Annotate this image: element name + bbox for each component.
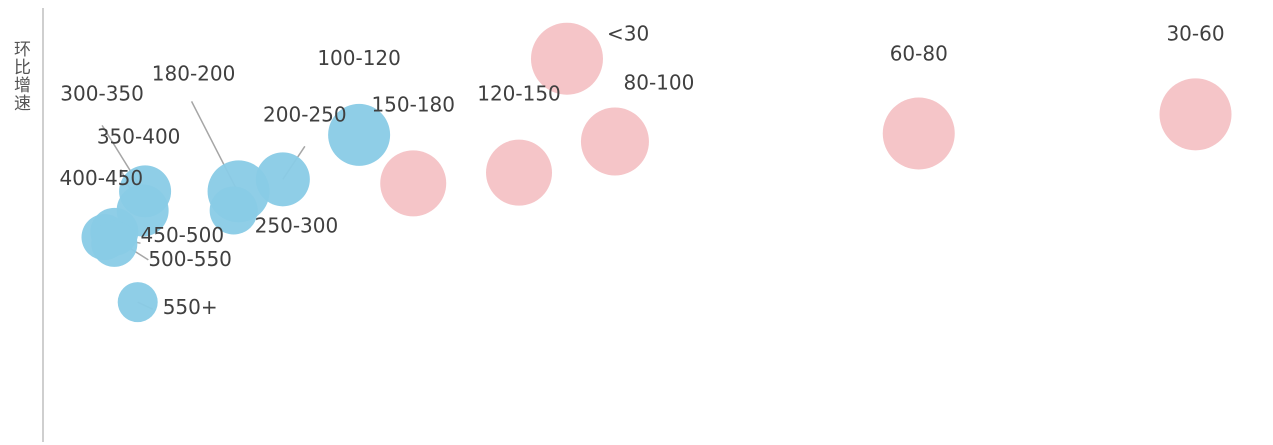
bubble-60-80	[882, 97, 955, 170]
bubble-labels: <30 30-60 60-80 80-100 100-120 120-150 150-180…	[60, 21, 1225, 319]
bubble-30-60	[1159, 78, 1232, 151]
bubble-label-450-500: 450-500	[141, 223, 225, 247]
bubble-150-180	[380, 150, 447, 217]
bubble-500-550	[91, 220, 138, 267]
bubbles	[81, 22, 1232, 323]
bubble-label-500-550: 500-550	[148, 247, 232, 271]
bubble-label-200-250: 200-250	[263, 102, 347, 126]
bubble-label-30-60: 30-60	[1166, 21, 1224, 45]
bubble-250-300	[209, 186, 258, 235]
bubble-550plus	[117, 282, 158, 323]
bubble-label-60-80: 60-80	[890, 42, 948, 66]
bubble-label-lt30: <30	[607, 22, 649, 46]
bubble-label-350-400: 350-400	[97, 124, 181, 148]
bubble-label-80-100: 80-100	[624, 71, 695, 95]
bubble-label-180-200: 180-200	[152, 61, 236, 85]
bubble-label-550plus: 550+	[163, 295, 218, 319]
bubble-120-150	[486, 139, 553, 206]
bubble-80-100	[580, 107, 649, 176]
bubble-label-120-150: 120-150	[477, 82, 561, 106]
bubble-label-300-350: 300-350	[60, 81, 144, 105]
y-axis-title: 环比增速	[10, 40, 30, 112]
bubble-label-150-180: 150-180	[371, 92, 455, 116]
bubble-label-400-450: 400-450	[60, 166, 144, 190]
bubble-200-250	[255, 152, 310, 207]
bubble-label-100-120: 100-120	[317, 46, 401, 70]
bubble-lt30	[530, 22, 603, 95]
bubble-100-120	[328, 103, 391, 166]
bubble-label-250-300: 250-300	[255, 213, 339, 237]
